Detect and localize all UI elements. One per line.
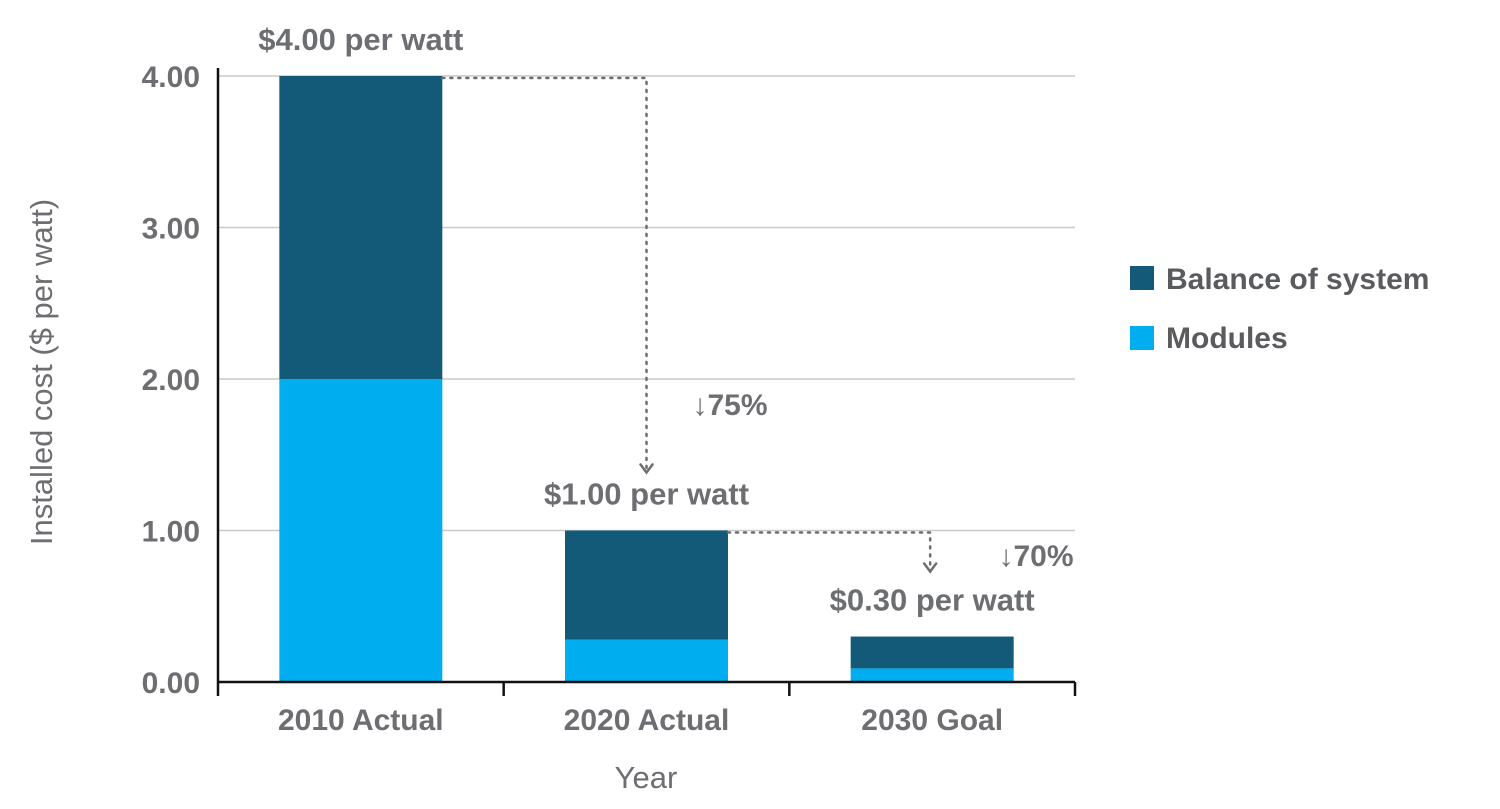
bar-modules <box>279 379 443 682</box>
x-tick-label: 2020 Actual <box>564 704 730 737</box>
bar-balance-of-system <box>850 636 1014 669</box>
y-tick-label: 4.00 <box>142 61 200 94</box>
bar-total-label: $0.30 per watt <box>830 583 1035 618</box>
reduction-label: ↓70% <box>998 540 1073 573</box>
reduction-arrow-line <box>726 531 932 573</box>
bar-total-label: $4.00 per watt <box>258 22 463 57</box>
x-tick-label: 2010 Actual <box>278 704 444 737</box>
y-tick-label: 1.00 <box>142 516 200 549</box>
x-tick-label: 2030 Goal <box>861 704 1003 737</box>
legend-label-modules: Modules <box>1166 322 1288 355</box>
labels: 0.00 1.00 2.00 3.00 4.00 2010 Actual 2020 Actu… <box>142 22 1074 737</box>
legend-label-balance-of-system: Balance of system <box>1166 263 1429 296</box>
reduction-label: ↓75% <box>692 389 767 422</box>
y-tick-label: 0.00 <box>142 667 200 700</box>
bar-total-label: $1.00 per watt <box>544 477 749 512</box>
bar-modules <box>850 668 1014 682</box>
reduction-arrowhead <box>639 463 654 475</box>
axes <box>216 68 1077 696</box>
reduction-arrow-line <box>441 76 648 474</box>
reduction-annotations <box>441 76 938 574</box>
legend-swatch-balance-of-system <box>1130 266 1154 290</box>
x-axis-title: Year <box>615 760 678 795</box>
y-tick-label: 3.00 <box>142 213 200 246</box>
legend: Balance of system Modules <box>1130 263 1429 355</box>
y-axis-title: Installed cost ($ per watt) <box>24 199 59 545</box>
reduction-arrowhead <box>922 562 938 574</box>
bars <box>279 76 1014 682</box>
legend-swatch-modules <box>1130 326 1154 350</box>
bar-balance-of-system <box>279 76 443 379</box>
y-tick-label: 2.00 <box>142 364 200 397</box>
bar-modules <box>565 639 728 682</box>
bar-balance-of-system <box>565 530 728 640</box>
